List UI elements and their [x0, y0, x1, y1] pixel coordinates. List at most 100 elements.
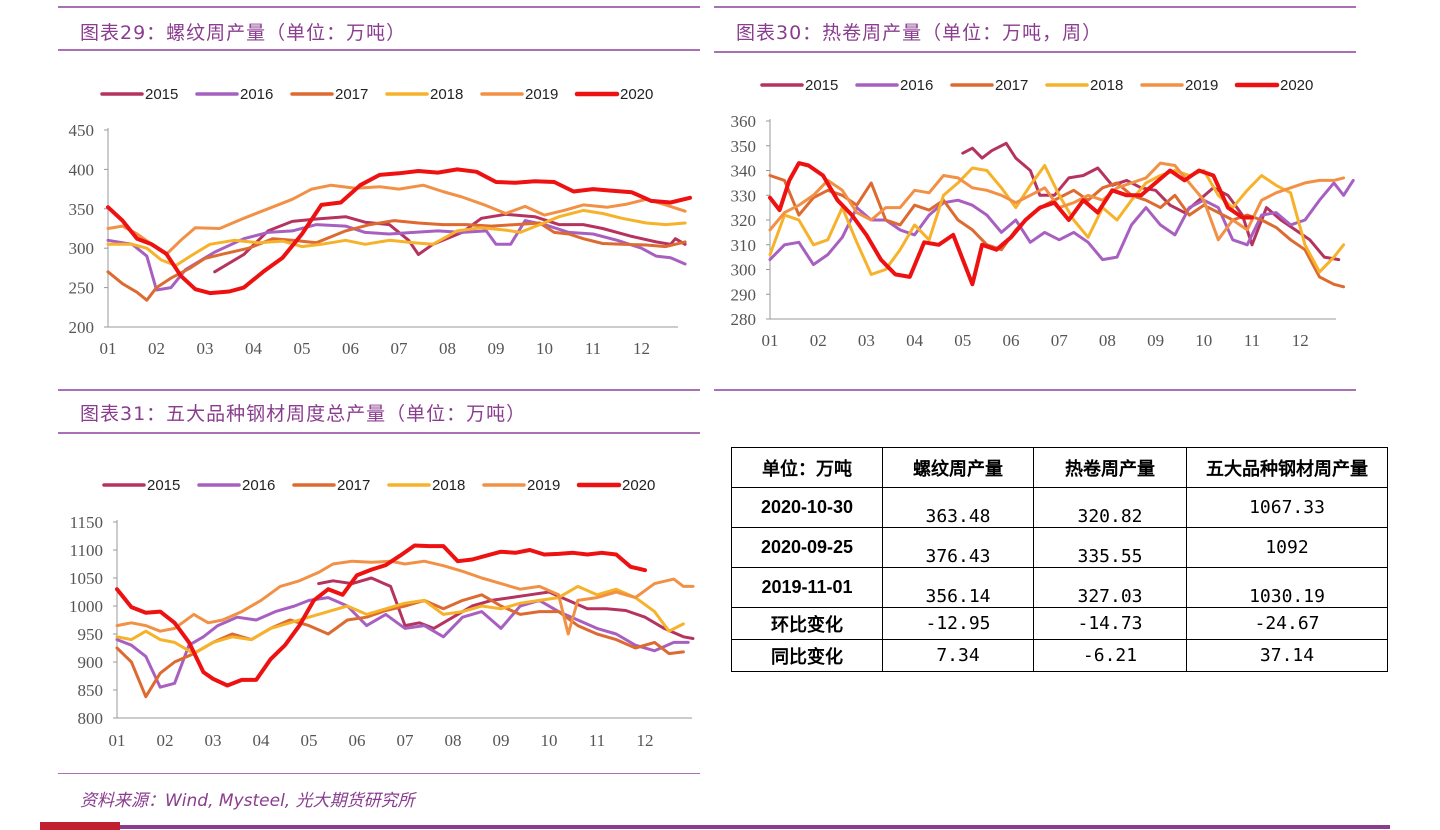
- x-tick-label: 10: [536, 339, 553, 358]
- x-tick-label: 11: [589, 731, 605, 750]
- x-tick-label: 09: [1147, 331, 1164, 350]
- row-label: 环比变化: [731, 607, 883, 640]
- row-label: 同比变化: [731, 639, 883, 672]
- summary-table: 单位：万吨 螺纹周产量 热卷周产量 五大品种钢材周产量 2020-10-30 3…: [731, 447, 1388, 672]
- five-major-output-chart: 2015 2016 2017 2018 2019 2020 800 850 900 950 1000…: [69, 477, 695, 750]
- page-footer-band: [0, 822, 1440, 830]
- x-tick-label: 10: [1195, 331, 1212, 350]
- table-row: 2020-09-25 376.43 335.55 1092: [731, 527, 1388, 568]
- x-tick-label: 07: [1051, 331, 1069, 350]
- fig31-bottom-rule: [58, 432, 700, 434]
- cell-rebar: -12.95: [882, 607, 1034, 640]
- series-line-2020: [768, 161, 1254, 287]
- fig29-bottom-rule: [58, 49, 700, 51]
- cell-rebar: 376.43: [882, 527, 1034, 568]
- legend-label-2020: 2020: [620, 86, 653, 103]
- y-tick-label: 300: [69, 239, 95, 258]
- y-tick-label: 300: [731, 261, 757, 280]
- y-tick-label: 950: [78, 625, 104, 644]
- x-tick-label: 09: [493, 731, 510, 750]
- fig29-title: 图表29：螺纹周产量（单位：万吨）: [80, 22, 407, 44]
- cell-hotcoil: -6.21: [1033, 639, 1187, 672]
- table-row: 2019-11-01 356.14 327.03 1030.19: [731, 567, 1388, 608]
- x-tick-label: 08: [445, 731, 462, 750]
- fig30-title: 图表30：热卷周产量（单位：万吨，周）: [736, 22, 1103, 44]
- row-label: 2019-11-01: [731, 567, 883, 608]
- legend-label-2018: 2018: [430, 86, 463, 103]
- series-line-2019: [106, 183, 687, 256]
- x-tick-label: 09: [488, 339, 505, 358]
- fig30-top-rule: [714, 6, 1356, 8]
- table-row: 2020-10-30 363.48 320.82 1067.33: [731, 487, 1388, 528]
- fig29-top-rule: [58, 6, 700, 8]
- legend-label-2016: 2016: [900, 77, 933, 94]
- row-label: 2020-09-25: [731, 527, 883, 568]
- x-tick-label: 05: [301, 731, 318, 750]
- legend-label-2018: 2018: [432, 477, 465, 494]
- y-tick-label: 310: [731, 236, 757, 255]
- header-hotcoil: 热卷周产量: [1033, 447, 1187, 488]
- header-unit: 单位：万吨: [731, 447, 883, 488]
- x-tick-label: 04: [245, 339, 263, 358]
- y-tick-label: 330: [731, 186, 757, 205]
- fig31-top-rule: [58, 389, 700, 391]
- legend-label-2019: 2019: [527, 477, 560, 494]
- series-line-2018: [115, 584, 685, 656]
- legend-label-2019: 2019: [1185, 77, 1218, 94]
- y-tick-label: 850: [78, 681, 104, 700]
- legend-label-2015: 2015: [147, 477, 180, 494]
- legend-label-2019: 2019: [525, 86, 558, 103]
- cell-five-major: 1067.33: [1186, 487, 1388, 528]
- y-tick-label: 1150: [70, 513, 103, 532]
- x-tick-label: 03: [197, 339, 214, 358]
- cell-five-major: 1092: [1186, 527, 1388, 568]
- hotcoil-output-chart: 2015 2016 2017 2018 2019 2020 280 290 300 310 320 3…: [731, 77, 1355, 350]
- cell-five-major: 37.14: [1186, 639, 1388, 672]
- footer-tag: [40, 822, 120, 830]
- fig30-footer-rule: [714, 389, 1356, 391]
- y-tick-label: 250: [69, 279, 95, 298]
- series-line-2016: [115, 596, 690, 689]
- fig31-footer-rule: [58, 773, 700, 774]
- table-header-row: 单位：万吨 螺纹周产量 热卷周产量 五大品种钢材周产量: [731, 447, 1388, 488]
- y-tick-label: 280: [731, 310, 757, 329]
- y-tick-label: 400: [69, 160, 95, 179]
- y-tick-label: 200: [69, 318, 95, 337]
- x-tick-label: 05: [294, 339, 311, 358]
- series-line-2020: [115, 543, 647, 688]
- legend-label-2020: 2020: [1280, 77, 1313, 94]
- x-tick-label: 01: [762, 331, 779, 350]
- fig30-bottom-rule: [714, 51, 1356, 53]
- x-tick-label: 12: [633, 339, 650, 358]
- x-tick-label: 12: [1292, 331, 1309, 350]
- x-tick-label: 11: [585, 339, 601, 358]
- y-tick-label: 800: [78, 709, 104, 728]
- legend-label-2016: 2016: [240, 86, 273, 103]
- cell-five-major: 1030.19: [1186, 567, 1388, 608]
- series-line-2017: [106, 219, 687, 302]
- y-tick-label: 1100: [70, 541, 103, 560]
- cell-hotcoil: -14.73: [1033, 607, 1187, 640]
- y-tick-label: 320: [731, 211, 757, 230]
- fig31-title: 图表31：五大品种钢材周度总产量（单位：万吨）: [80, 403, 527, 425]
- source-note: 资料来源：Wind, Mysteel, 光大期货研究所: [80, 791, 415, 811]
- x-tick-label: 02: [157, 731, 174, 750]
- y-tick-label: 350: [69, 200, 95, 219]
- x-tick-label: 11: [1244, 331, 1260, 350]
- y-tick-label: 290: [731, 285, 757, 304]
- footer-bar: [40, 825, 1390, 829]
- x-tick-label: 03: [205, 731, 222, 750]
- x-tick-label: 02: [148, 339, 165, 358]
- legend-label-2017: 2017: [335, 86, 368, 103]
- x-tick-label: 02: [810, 331, 827, 350]
- x-tick-label: 01: [100, 339, 117, 358]
- legend-label-2015: 2015: [805, 77, 838, 94]
- x-tick-label: 03: [858, 331, 875, 350]
- legend-label-2017: 2017: [337, 477, 370, 494]
- y-tick-label: 1000: [69, 597, 103, 616]
- y-tick-label: 350: [731, 137, 757, 156]
- y-tick-label: 1050: [69, 569, 103, 588]
- x-tick-label: 07: [391, 339, 409, 358]
- x-tick-label: 07: [397, 731, 415, 750]
- series-line-2019: [115, 559, 695, 636]
